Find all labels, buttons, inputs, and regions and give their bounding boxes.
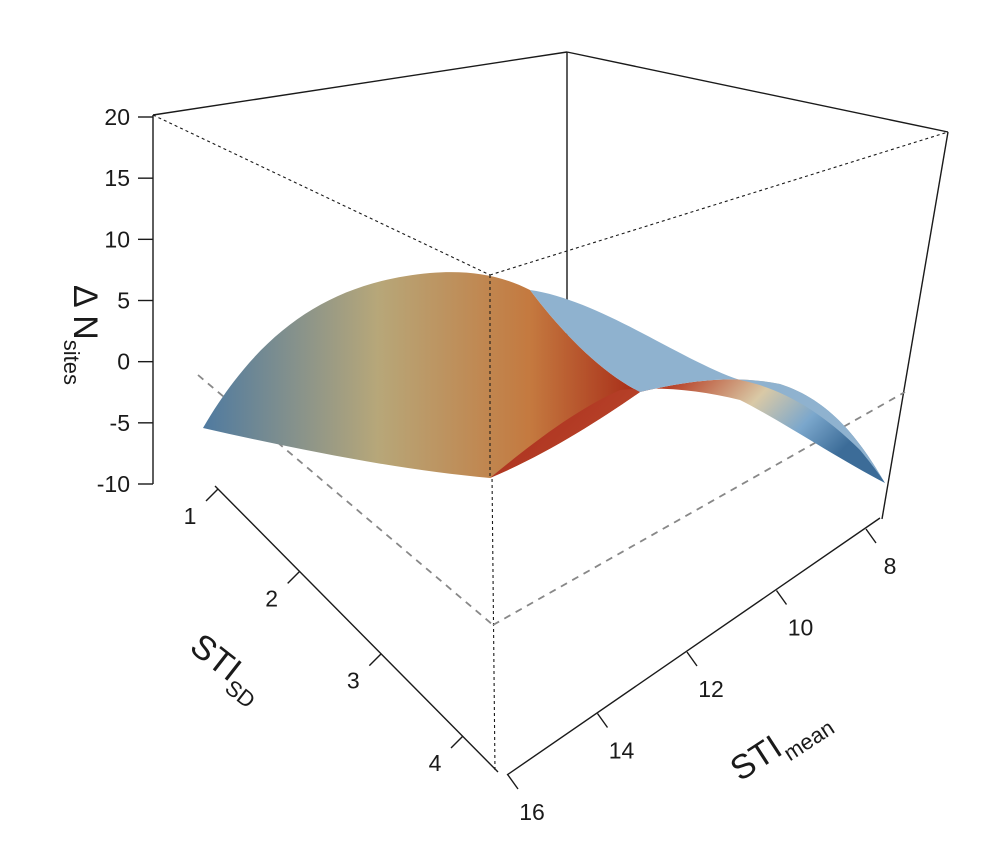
z-axis: 20 15 10 5 0 -5 -10	[97, 104, 153, 497]
frame-edge-front-vertical	[489, 274, 496, 773]
mean-tick-mark	[775, 590, 788, 605]
surface	[203, 272, 885, 483]
sd-axis-line	[214, 485, 499, 773]
sd-axis-title: STISD	[179, 626, 272, 713]
mean-tick-label: 10	[788, 615, 814, 641]
sd-tick-mark	[205, 488, 219, 502]
z-axis-ticks: 20 15 10 5 0 -5 -10	[97, 104, 153, 497]
frame-edge-back-top-right	[566, 51, 949, 133]
surface-front-face	[203, 272, 640, 478]
z-tick-label: -10	[97, 471, 130, 497]
mean-axis: 16 14 12 10 8	[506, 517, 897, 825]
mean-tick-mark	[596, 713, 609, 728]
z-axis-title-main: Δ N	[66, 285, 104, 340]
z-tick-label: 5	[117, 288, 130, 314]
frame-edge-front-top-right	[489, 131, 949, 276]
mean-tick-mark	[865, 528, 877, 544]
sd-axis-ticks: 1 2 3 4	[184, 488, 464, 776]
mean-axis-ticks: 16 14 12 10 8	[507, 528, 897, 825]
sd-tick-label: 4	[429, 750, 442, 776]
sd-tick-label: 2	[265, 585, 278, 611]
z-tick-label: -5	[110, 410, 130, 436]
mean-axis-title-sub: mean	[779, 715, 839, 766]
z-axis-title-sub: sites	[59, 340, 84, 385]
box-frame	[152, 51, 949, 520]
mean-axis-line	[506, 517, 881, 776]
z-axis-title: Δ Nsites	[59, 285, 104, 385]
sd-tick-label: 1	[184, 503, 197, 529]
z-tick-label: 10	[104, 226, 130, 252]
mean-tick-mark	[507, 774, 519, 790]
frame-edge-back-top-left	[152, 51, 568, 116]
mean-tick-label: 14	[609, 738, 635, 764]
frame-edge-front-top-left	[152, 114, 491, 276]
sd-tick-mark	[368, 653, 382, 667]
z-tick-label: 0	[117, 349, 130, 375]
z-tick-label: 15	[104, 165, 130, 191]
surface-right-face	[490, 379, 885, 483]
z-tick-label: 20	[104, 104, 130, 130]
mean-tick-label: 12	[698, 676, 724, 702]
surface-back-ridge	[530, 290, 885, 483]
mean-tick-label: 16	[519, 799, 545, 825]
sd-axis: 1 2 3 4	[184, 485, 499, 776]
sd-tick-label: 3	[347, 668, 360, 694]
frame-edge-right-vertical	[881, 131, 949, 520]
sd-tick-mark	[287, 570, 301, 584]
mean-axis-title-main: STI	[724, 728, 789, 789]
mean-axis-title: STImean	[724, 698, 839, 795]
sd-tick-mark	[450, 735, 464, 749]
mean-tick-mark	[686, 651, 698, 667]
mean-tick-label: 8	[884, 553, 897, 579]
box-frame-front	[152, 114, 949, 773]
